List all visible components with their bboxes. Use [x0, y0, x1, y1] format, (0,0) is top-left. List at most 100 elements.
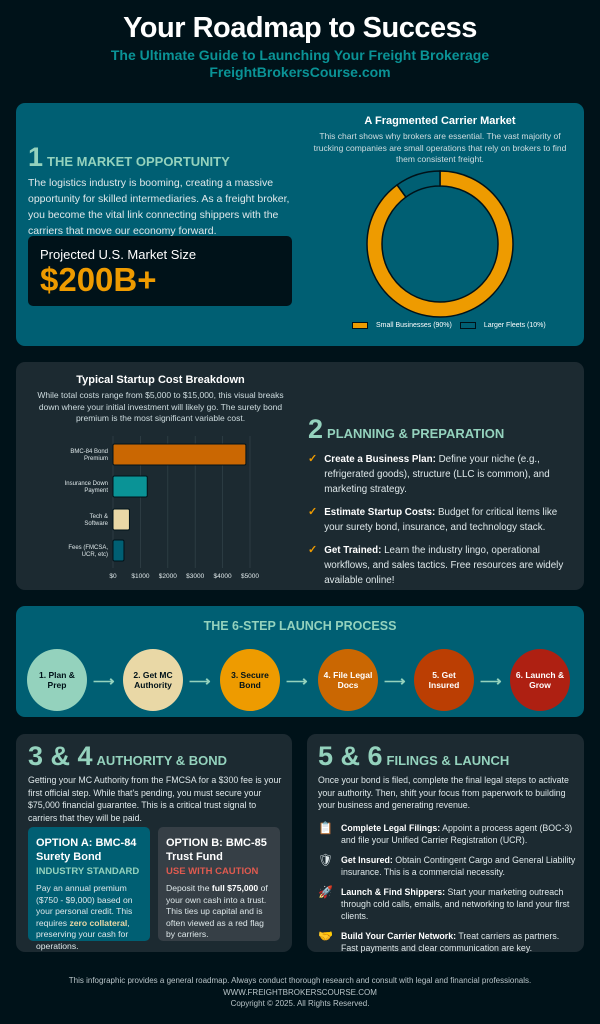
filings-launch-section	[307, 734, 584, 952]
arrow-right-icon: ⟶	[93, 673, 115, 690]
market-text: The logistics industry is booming, creat…	[28, 177, 290, 237]
page-subtitle: The Ultimate Guide to Launching Your Fre…	[110, 47, 490, 63]
process-step: 3. Secure Bond	[220, 649, 280, 711]
section-number: 5 & 6	[318, 741, 383, 771]
market-heading: 1 THE MARKET OPPORTUNITY	[28, 142, 230, 173]
category-label: Tech & Software	[84, 514, 108, 527]
option-b-tag: USE WITH CAUTION	[166, 866, 259, 877]
planning-heading: 2 PLANNING & PREPARATION	[308, 414, 504, 445]
x-tick-label: $4000	[214, 573, 232, 580]
x-tick-label: $1000	[131, 573, 149, 580]
list-item: ✓ Create a Business Plan: Define your nic…	[308, 452, 568, 497]
section-number: 1	[28, 142, 44, 172]
clipboard-icon: 📋	[318, 821, 333, 835]
item-text: Appoint a process agent (BOC-3) and file…	[341, 823, 573, 845]
checkmark-icon: ✓	[308, 544, 318, 556]
section-title: FILINGS & LAUNCH	[386, 753, 510, 768]
startup-cost-bar-chart: $0 $1000 $2000 $3000 $4000 $5000 BMC-84 Bond Pr…	[65, 436, 259, 580]
item-title: Launch & Find Shippers:	[341, 887, 446, 897]
item-title: Complete Legal Filings:	[341, 823, 441, 833]
option-a-tag: INDUSTRY STANDARD	[36, 866, 140, 877]
item-text: Start your marketing outreach through co…	[341, 887, 570, 921]
filings-text: Once your bond is filed, complete the fi…	[318, 775, 569, 810]
donut-slice	[396, 170, 441, 199]
footer-copyright: Copyright © 2025. All Rights Reserved.	[230, 999, 370, 1008]
section-title: AUTHORITY & BOND	[96, 753, 228, 768]
donut-chart-desc: This chart shows why brokers are essenti…	[313, 131, 567, 164]
list-item: ✓ Get Trained: Learn the industry lingo, …	[308, 543, 568, 588]
process-step: 6. Launch & Grow	[510, 649, 570, 711]
legend-swatch-large	[459, 322, 476, 329]
section-number: 3 & 4	[28, 741, 93, 771]
item-title: Create a Business Plan:	[324, 454, 436, 465]
footer-disclaimer: This infographic provides a general road…	[68, 976, 532, 985]
process-step: 4. File Legal Docs	[318, 649, 378, 711]
option-b-highlight: full $75,000	[211, 883, 259, 893]
market-size-label: Projected U.S. Market Size	[40, 247, 197, 262]
section-title: THE MARKET OPPORTUNITY	[47, 154, 230, 169]
arrow-right-icon: ⟶	[189, 673, 211, 690]
bar-chart-title: Typical Startup Cost Breakdown	[76, 374, 245, 386]
donut-legend: Small Businesses (90%) Larger Fleets (10…	[352, 322, 546, 329]
bar	[112, 475, 148, 498]
process-step: 1. Plan & Prep	[27, 649, 87, 711]
rocket-icon: 🚀	[318, 885, 333, 899]
item-text: Define your niche (e.g., refrigerated go…	[324, 454, 550, 495]
filings-heading: 5 & 6 FILINGS & LAUNCH	[318, 741, 509, 772]
item-title: Get Insured:	[341, 855, 393, 865]
list-item: 🚀 Launch & Find Shippers: Start your mark…	[318, 886, 576, 922]
item-title: Build Your Carrier Network:	[341, 931, 457, 941]
x-tick-label: $5000	[241, 573, 259, 580]
category-label: BMC-84 Bond Premium	[70, 449, 108, 462]
arrow-right-icon: ⟶	[480, 673, 502, 690]
bar	[112, 443, 247, 466]
process-step: 5. Get Insured	[414, 649, 474, 711]
item-title: Get Trained:	[324, 545, 382, 556]
donut-chart-title: A Fragmented Carrier Market	[364, 115, 516, 127]
option-a-highlight: zero collateral	[69, 917, 128, 928]
site-name: FreightBrokersCourse.com	[209, 64, 391, 80]
filings-list: 📋 Complete Legal Filings: Appoint a proce…	[318, 822, 576, 962]
list-item: 🛡 Get Insured: Obtain Contingent Cargo an…	[318, 854, 576, 878]
bar-chart-desc: While total costs range from $5,000 to $…	[37, 390, 284, 423]
category-label: Insurance Down Payment	[65, 481, 109, 494]
option-a-text-end: , preserving your cash for operations.	[36, 917, 130, 951]
shield-icon: 🛡	[318, 853, 334, 867]
planning-list: ✓ Create a Business Plan: Define your nic…	[308, 452, 568, 596]
list-item: 🤝 Build Your Carrier Network: Treat carri…	[318, 930, 576, 954]
item-text: Obtain Contingent Cargo and General Liab…	[341, 855, 576, 877]
arrow-right-icon: ⟶	[384, 673, 406, 690]
process-step: 2. Get MC Authority	[123, 649, 183, 711]
donut-chart	[366, 170, 514, 318]
option-b-text-end: of your own cash into a trust. This ties…	[166, 883, 268, 939]
donut-slice	[366, 170, 514, 318]
authority-heading: 3 & 4 AUTHORITY & BOND	[28, 741, 227, 772]
x-tick-label: $3000	[186, 573, 204, 580]
item-text: Budget for critical items like your sure…	[324, 507, 558, 533]
page-title: Your Roadmap to Success	[123, 12, 477, 44]
section-number: 2	[308, 414, 324, 444]
legend-label-small: Small Businesses (90%)	[376, 322, 452, 329]
section-title: PLANNING & PREPARATION	[327, 426, 505, 441]
x-tick-label: $2000	[159, 573, 177, 580]
list-item: 📋 Complete Legal Filings: Appoint a proce…	[318, 822, 576, 846]
bar	[112, 508, 130, 531]
process-title: THE 6-STEP LAUNCH PROCESS	[203, 619, 397, 633]
bar	[112, 539, 125, 562]
option-a-text: Pay an annual premium ($750 - $9,000) ba…	[36, 883, 133, 928]
authority-text: Getting your MC Authority from the FMCSA…	[28, 775, 282, 823]
option-b-text: Deposit the	[166, 883, 212, 893]
checkmark-icon: ✓	[308, 453, 318, 465]
category-label: Fees (FMCSA, UCR, etc)	[68, 545, 108, 558]
item-title: Estimate Startup Costs:	[324, 507, 436, 518]
market-size-box: Projected U.S. Market Size $200B+	[28, 236, 292, 306]
option-b-title: OPTION B: BMC-85 Trust Fund	[166, 837, 267, 863]
option-b-card: OPTION B: BMC-85 Trust Fund USE WITH CAU…	[158, 827, 280, 941]
planning-section	[16, 362, 584, 590]
option-a-title: OPTION A: BMC-84 Surety Bond	[36, 837, 137, 863]
footer-site-link[interactable]: WWW.FREIGHTBROKERSCOURSE.COM	[223, 988, 377, 997]
arrow-right-icon: ⟶	[286, 673, 308, 690]
item-text: Treat carriers as partners. Fast payment…	[341, 931, 560, 953]
launch-process-section	[16, 606, 584, 717]
handshake-icon: 🤝	[318, 929, 333, 943]
